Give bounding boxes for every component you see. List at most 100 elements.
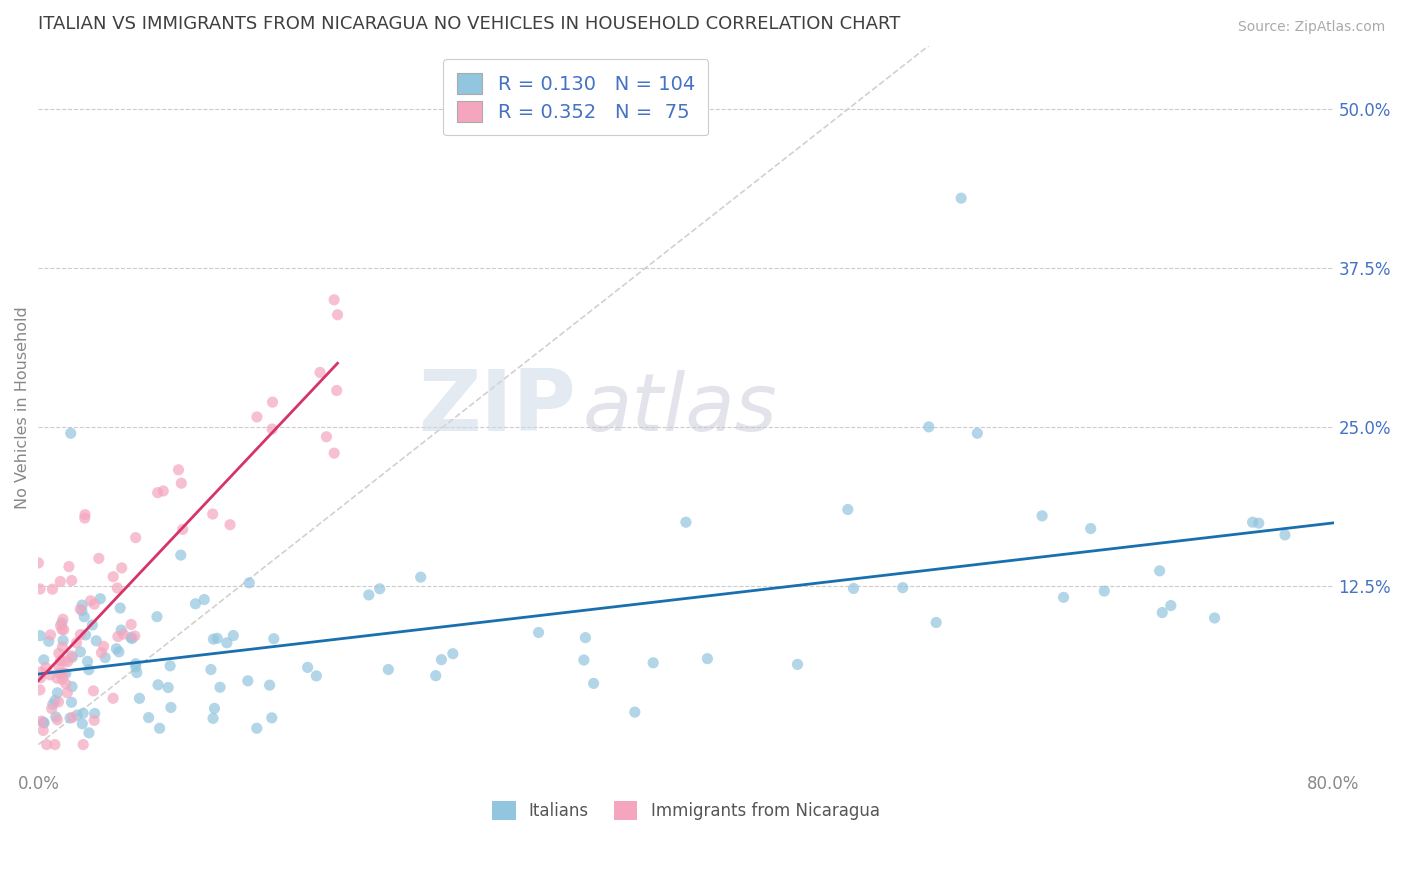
Point (120, 617, 142, 632)
Point (51, 640, 73, 654)
Point (60, 695, 83, 709)
Point (675, 515, 697, 529)
Point (82, 683, 104, 698)
Point (891, 581, 914, 595)
Y-axis label: No Vehicles in Household: No Vehicles in Household (15, 307, 30, 509)
Point (108, 601, 131, 615)
Point (201, 507, 224, 521)
Point (83, 597, 105, 611)
Point (170, 476, 193, 491)
Point (72, 716, 94, 731)
Point (124, 629, 146, 643)
Point (73, 511, 96, 525)
Point (46, 713, 69, 727)
Point (108, 645, 131, 659)
Point (105, 581, 128, 595)
Point (48, 646, 70, 660)
Point (325, 384, 347, 398)
Point (200, 663, 222, 677)
Point (259, 678, 281, 692)
Point (572, 653, 595, 667)
Point (215, 636, 238, 650)
Point (260, 711, 283, 725)
Point (70, 598, 93, 612)
Point (202, 632, 225, 647)
Point (966, 426, 988, 441)
Point (1092, 584, 1115, 599)
Point (52, 633, 75, 648)
Point (167, 463, 190, 477)
Point (170, 548, 193, 562)
Point (121, 632, 143, 646)
Point (46, 686, 69, 700)
Point (152, 483, 174, 498)
Point (368, 582, 391, 596)
Point (76, 654, 98, 668)
Point (35, 738, 58, 752)
Point (70, 603, 93, 617)
Point (32, 653, 55, 667)
Point (263, 632, 285, 646)
Point (79, 594, 101, 608)
Point (159, 658, 181, 673)
Point (56, 686, 79, 700)
Point (305, 669, 328, 683)
Point (430, 653, 453, 667)
Point (262, 422, 284, 436)
Point (842, 582, 865, 596)
Point (58, 559, 80, 574)
Point (950, 191, 973, 205)
Point (1052, 591, 1074, 605)
Point (146, 485, 169, 500)
Point (238, 575, 260, 590)
Point (82, 618, 104, 632)
Point (837, 502, 859, 516)
Point (94, 650, 117, 665)
Point (41, 582, 63, 596)
Point (60, 650, 83, 665)
Point (323, 293, 346, 307)
Point (72, 706, 94, 721)
Point (236, 673, 259, 688)
Point (35, 660, 58, 674)
Point (326, 308, 349, 322)
Point (30, 671, 52, 685)
Point (219, 517, 242, 532)
Point (83, 714, 105, 728)
Point (69, 602, 91, 616)
Point (32, 723, 55, 738)
Point (75, 628, 97, 642)
Point (60, 574, 83, 588)
Point (125, 665, 148, 680)
Point (1080, 522, 1102, 536)
Point (246, 409, 269, 424)
Point (149, 721, 172, 735)
Point (246, 721, 269, 735)
Point (51, 615, 73, 630)
Point (409, 570, 432, 584)
Point (624, 705, 647, 719)
Point (160, 700, 183, 714)
Point (44, 738, 66, 752)
Point (1241, 515, 1264, 529)
Point (51, 623, 73, 637)
Point (146, 609, 169, 624)
Point (73, 508, 96, 522)
Point (39, 668, 62, 682)
Point (309, 366, 332, 380)
Point (202, 711, 225, 725)
Point (89, 591, 111, 606)
Point (193, 592, 215, 607)
Point (582, 676, 605, 690)
Point (120, 631, 142, 645)
Point (28, 682, 51, 697)
Point (44, 693, 66, 707)
Point (377, 663, 399, 677)
Point (46, 671, 69, 685)
Point (425, 668, 447, 682)
Point (41, 701, 63, 715)
Legend: Italians, Immigrants from Nicaragua: Italians, Immigrants from Nicaragua (485, 794, 886, 827)
Point (52, 623, 75, 637)
Point (204, 701, 226, 715)
Point (786, 657, 808, 672)
